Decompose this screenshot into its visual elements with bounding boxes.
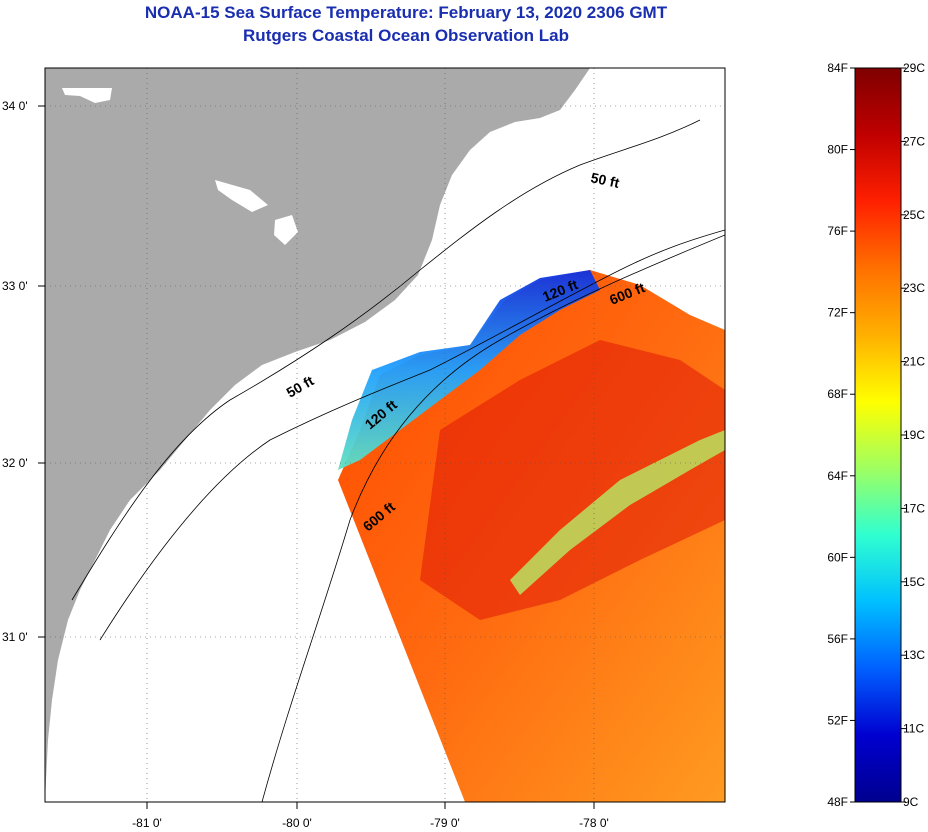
celsius-label: 11C xyxy=(903,722,924,736)
lat-label: 34 0' xyxy=(2,99,28,113)
lat-axis: 34 0' 33 0' 32 0' 31 0' xyxy=(2,99,45,644)
fahrenheit-label: 56F xyxy=(827,632,848,646)
celsius-label: 13C xyxy=(903,648,925,662)
colorbar-bar xyxy=(854,67,902,803)
lat-lon-grid xyxy=(45,68,725,802)
fahrenheit-label: 72F xyxy=(827,306,848,320)
celsius-label: 17C xyxy=(903,501,925,515)
lat-label: 31 0' xyxy=(2,630,28,644)
cold-water-band xyxy=(338,270,600,470)
lon-label: -81 0' xyxy=(132,816,162,830)
map-frame xyxy=(44,67,726,803)
celsius-label: 29C xyxy=(903,61,925,75)
lat-label: 32 0' xyxy=(2,456,28,470)
celsius-label: 21C xyxy=(903,355,925,369)
isobath-120ft xyxy=(99,229,725,641)
fahrenheit-label: 48F xyxy=(827,795,848,809)
celsius-scale: 29C 27C 25C 23C 21C 19C 17C 15C 13C 11C 9C xyxy=(901,61,925,809)
lake xyxy=(62,88,112,103)
lake xyxy=(215,180,268,212)
isobath-50ft xyxy=(71,119,701,601)
fahrenheit-label: 64F xyxy=(827,469,848,483)
colorbar: 84F 80F 76F 72F 68F 64F 60F 56F 52F 48F 29C 27C 25C… xyxy=(827,61,925,809)
celsius-label: 23C xyxy=(903,281,925,295)
lake xyxy=(274,215,298,245)
lat-label: 33 0' xyxy=(2,279,28,293)
map-subtitle: Rutgers Coastal Ocean Observation Lab xyxy=(243,26,569,45)
celsius-label: 27C xyxy=(903,134,925,148)
celsius-label: 25C xyxy=(903,208,925,222)
celsius-label: 9C xyxy=(903,795,919,809)
fahrenheit-label: 80F xyxy=(827,143,848,157)
fahrenheit-label: 76F xyxy=(827,224,848,238)
land-mass xyxy=(45,68,590,802)
lon-axis: -81 0' -80 0' -79 0' -78 0' xyxy=(132,802,609,830)
fahrenheit-label: 68F xyxy=(827,387,848,401)
fahrenheit-label: 52F xyxy=(827,713,848,727)
fahrenheit-label: 60F xyxy=(827,550,848,564)
lon-label: -79 0' xyxy=(430,816,460,830)
celsius-label: 19C xyxy=(903,428,925,442)
lon-label: -80 0' xyxy=(282,816,312,830)
cool-filament xyxy=(510,430,725,595)
fahrenheit-label: 84F xyxy=(827,61,848,75)
isobath-600ft xyxy=(261,234,725,802)
lon-label: -78 0' xyxy=(579,816,609,830)
fahrenheit-scale: 84F 80F 76F 72F 68F 64F 60F 56F 52F 48F xyxy=(827,61,855,809)
contour-label: 50 ft xyxy=(589,169,621,191)
map-title: NOAA-15 Sea Surface Temperature: Februar… xyxy=(144,3,668,22)
warm-core xyxy=(420,340,725,620)
celsius-label: 15C xyxy=(903,575,925,589)
